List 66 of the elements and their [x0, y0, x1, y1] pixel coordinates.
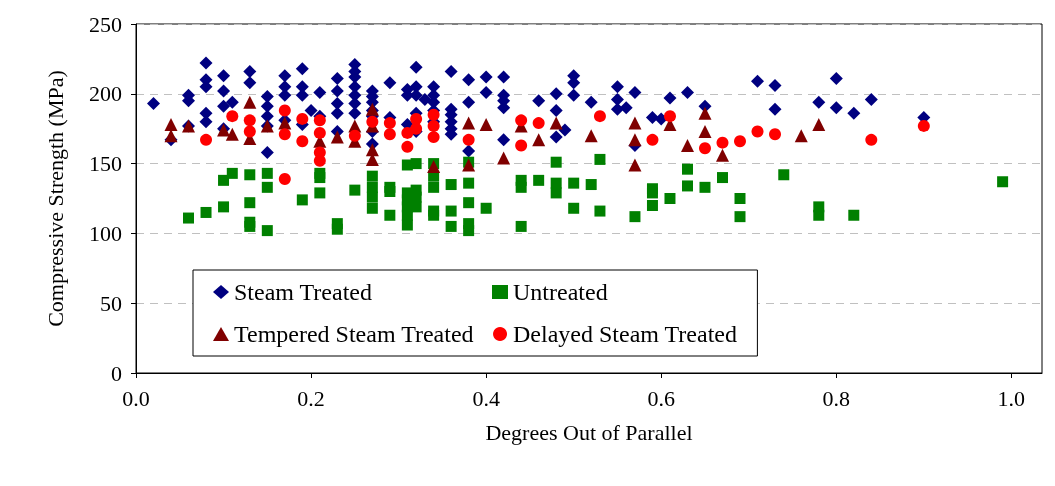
point [593, 110, 606, 123]
point [584, 129, 598, 143]
point [427, 108, 440, 121]
point [462, 116, 476, 130]
y-tick-label: 100 [89, 220, 122, 246]
point [200, 133, 213, 146]
point [515, 114, 528, 127]
point [497, 151, 511, 165]
x-tick-label: 1.0 [997, 385, 1026, 411]
point [515, 139, 528, 152]
point [462, 133, 475, 146]
legend-label: Delayed Steam Treated [513, 321, 737, 347]
point [427, 119, 440, 132]
point [628, 133, 642, 147]
point [225, 127, 239, 141]
legend-label: Tempered Steam Treated [234, 321, 474, 347]
point [646, 133, 659, 146]
point [278, 104, 291, 117]
point [243, 125, 256, 138]
point [296, 135, 309, 148]
y-tick-label: 150 [89, 151, 122, 177]
point [164, 118, 178, 132]
point [383, 128, 396, 141]
y-tick-label: 0 [111, 360, 122, 386]
point [769, 128, 782, 141]
point [865, 133, 878, 146]
point [348, 129, 361, 142]
point [479, 118, 493, 132]
point [401, 140, 414, 153]
point [549, 116, 563, 130]
point [680, 138, 694, 152]
point [226, 110, 239, 123]
point [532, 133, 546, 147]
point [716, 136, 729, 149]
y-tick-label: 200 [89, 81, 122, 107]
x-tick-label: 0.4 [472, 385, 500, 411]
point [243, 114, 256, 127]
point [278, 172, 291, 185]
point [751, 125, 764, 138]
x-axis-title: Degrees Out of Parallel [485, 419, 693, 445]
y-axis-title: Compressive Strength (MPa) [42, 70, 68, 327]
point [164, 129, 178, 143]
legend-label: Steam Treated [234, 279, 372, 305]
x-tick-label: 0.2 [297, 385, 325, 411]
point [734, 135, 746, 148]
legend-label: Untreated [513, 279, 608, 305]
point [532, 117, 545, 130]
point [812, 118, 826, 132]
point [628, 158, 642, 172]
point [715, 148, 729, 162]
point [698, 124, 712, 138]
x-tick-label: 0.0 [122, 385, 150, 411]
x-tick-label: 0.6 [647, 385, 675, 411]
point [313, 126, 326, 139]
point [628, 116, 642, 130]
point [794, 129, 808, 143]
point [366, 115, 379, 128]
y-tick-label: 50 [100, 290, 122, 316]
x-tick-label: 0.8 [822, 385, 851, 411]
point [278, 128, 291, 141]
point [243, 95, 257, 109]
y-tick-label: 250 [89, 11, 122, 37]
point [313, 114, 326, 127]
point [462, 158, 476, 172]
point [699, 142, 711, 155]
point [427, 131, 440, 144]
